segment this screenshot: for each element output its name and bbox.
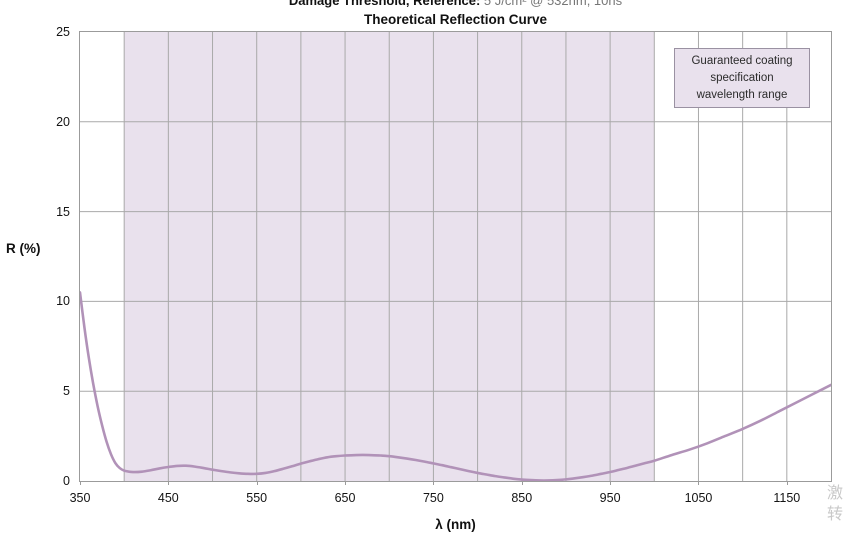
legend-line: specification [710,72,774,84]
legend-line: wavelength range [696,89,788,101]
x-tick-label: 450 [157,491,179,505]
x-tick-label: 550 [246,491,268,505]
x-axis-title: λ (nm) [435,517,476,532]
reflection-curve [78,291,833,482]
x-tick-mark [80,481,81,485]
x-tick-label: 750 [422,491,444,505]
legend-line: Guaranteed coating [691,55,793,67]
x-tick-mark [256,481,258,485]
x-tick-label: 1150 [773,491,801,505]
y-tick-label: 25 [56,25,70,39]
x-tick-label: 650 [334,491,356,505]
y-tick-label: 20 [56,114,70,129]
y-tick-label: 0 [63,474,70,488]
x-tick-mark [521,481,523,485]
x-tick-label: 1050 [684,491,713,505]
x-tick-label: 350 [69,491,91,505]
plot-area: Guaranteed coating specification wavelen… [78,31,833,482]
x-tick-mark [345,481,347,485]
x-tick-mark [610,481,612,485]
damage-threshold-label: Damage Threshold, Reference: [288,0,481,8]
watermark-text: 激 转 [827,483,843,525]
y-tick-label: 10 [56,294,70,309]
y-tick-label: 5 [63,384,70,399]
legend-box: Guaranteed coating specification wavelen… [674,48,810,108]
damage-threshold-line: Damage Threshold, Reference: 5 J/cm² @ 5… [80,0,831,8]
plot-canvas [78,32,833,482]
y-axis-title: R (%) [6,241,41,256]
watermark-line: 激 [827,485,844,502]
watermark-line: 转 [827,506,844,523]
x-tick-mark [168,481,170,485]
damage-threshold-value: 5 J/cm² @ 532nm, 10ns [480,0,623,8]
x-tick-label: 950 [599,491,621,505]
chart-title: Theoretical Reflection Curve [363,12,548,27]
x-tick-mark [433,481,435,485]
y-tick-label: 15 [56,204,70,219]
x-tick-mark [786,481,788,485]
x-tick-mark [698,481,700,485]
x-tick-label: 850 [511,491,533,505]
